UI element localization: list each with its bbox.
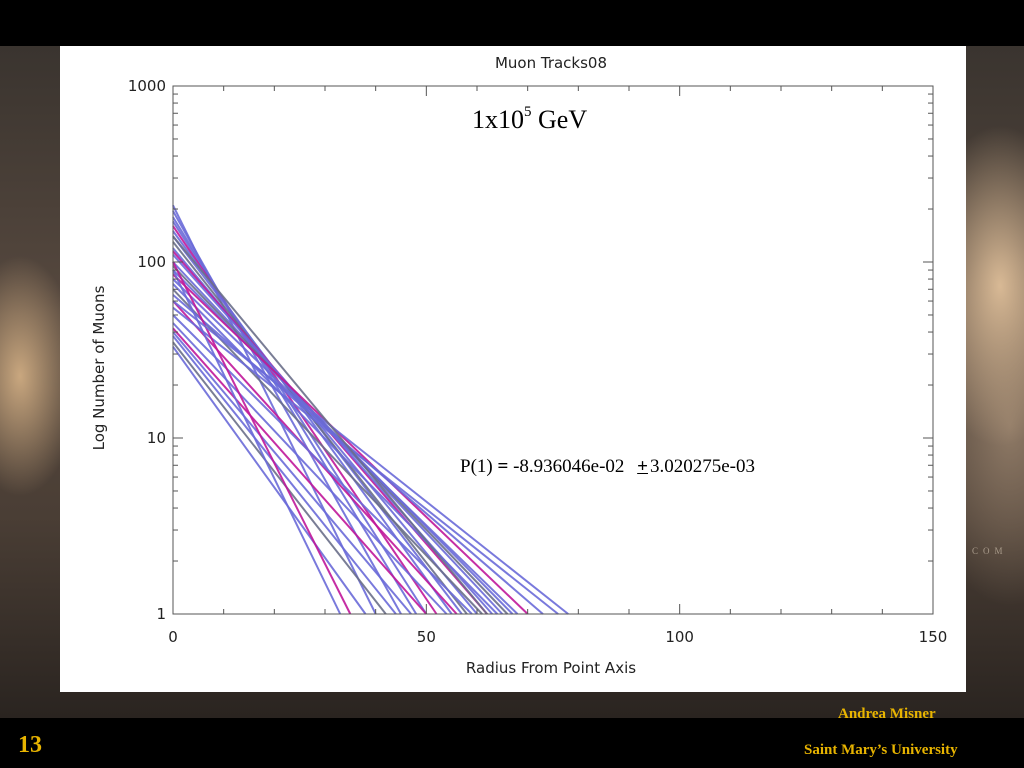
- track-line-15: [172, 273, 529, 615]
- chart-panel: Muon Tracks08 Radius From Point Axis Log…: [60, 46, 966, 692]
- energy-base: 1x10: [472, 105, 524, 134]
- muon-tracks-chart: Muon Tracks08 Radius From Point Axis Log…: [90, 54, 948, 677]
- track-line-26: [172, 335, 397, 615]
- track-line-17: [172, 283, 499, 615]
- track-line-27: [172, 341, 387, 615]
- series-layer: [172, 204, 569, 615]
- track-line-25: [172, 331, 412, 615]
- track-line-24: [172, 327, 428, 615]
- tick-labels: 0 50 100 150 1 10 100 1000: [128, 77, 948, 646]
- energy-unit: GeV: [538, 105, 588, 134]
- track-line-32: [172, 235, 488, 615]
- track-line-30: [172, 269, 342, 615]
- track-line-21: [172, 306, 559, 615]
- track-line-31: [172, 300, 569, 615]
- energy-annotation: 1x105 GeV: [472, 104, 587, 135]
- fit-error: 3.020275e-03: [649, 456, 755, 477]
- plot-frame: [172, 85, 934, 615]
- x-tick-label-2: 50: [417, 628, 436, 646]
- y-tick-label-2: 10: [147, 429, 166, 447]
- track-line-22: [172, 314, 473, 615]
- y-tick-label-4: 1000: [128, 77, 166, 95]
- slide-number: 13: [18, 732, 42, 758]
- track-line-23: [172, 322, 448, 615]
- track-line-29: [172, 261, 352, 615]
- x-tick-label-3: 100: [665, 628, 694, 646]
- author-affiliation: Saint Mary’s University: [804, 742, 958, 758]
- background-watermark: COM: [972, 546, 1008, 556]
- author-name: Andrea Misner: [838, 706, 936, 722]
- track-line-16: [172, 278, 519, 615]
- plot-border: [172, 85, 934, 615]
- fit-label: P(1): [460, 456, 493, 477]
- y-tick-label-1: 1: [156, 605, 166, 623]
- x-tick-label-4: 150: [919, 628, 948, 646]
- fit-value: -8.936046e-02: [513, 456, 625, 477]
- track-line-8: [172, 241, 468, 615]
- x-axis-title: Radius From Point Axis: [466, 659, 636, 677]
- track-line-28: [172, 346, 367, 615]
- x-tick-label-1: 0: [168, 628, 178, 646]
- track-line-18: [172, 288, 483, 615]
- y-tick-label-3: 100: [137, 253, 166, 271]
- fit-equals: =: [497, 456, 509, 477]
- fit-plus-minus: +: [637, 456, 648, 477]
- track-line-6: [172, 230, 453, 615]
- chart-title: Muon Tracks08: [495, 54, 607, 72]
- top-bar: [0, 0, 1024, 46]
- bottom-bar: [0, 718, 1024, 768]
- y-axis-title: Log Number of Muons: [90, 285, 108, 450]
- fit-annotation: P(1) = -8.936046e-02 +3.020275e-03: [460, 456, 755, 478]
- energy-exponent: 5: [524, 104, 532, 120]
